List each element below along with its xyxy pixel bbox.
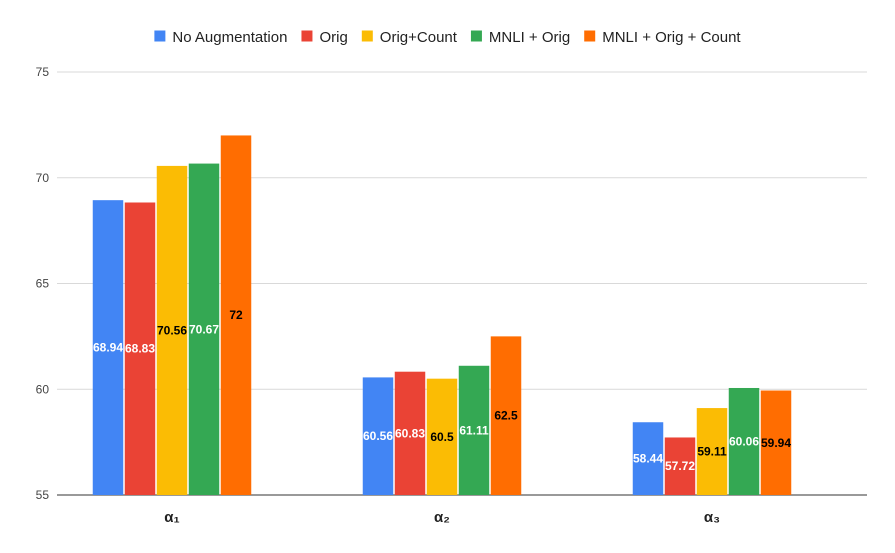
legend: No Augmentation Orig Orig+Count MNLI + Orig… — [154, 29, 741, 46]
y-tick-label: 60 — [36, 382, 50, 396]
bar-value-label: 70.56 — [157, 323, 187, 337]
legend-swatch — [301, 30, 313, 42]
y-tick-label: 65 — [36, 277, 50, 291]
bar — [664, 437, 696, 495]
bar-value-label: 60.56 — [363, 429, 393, 443]
bar-value-label: 61.11 — [459, 423, 489, 437]
y-tick-label: 75 — [36, 65, 50, 79]
legend-item: No Augmentation — [154, 29, 287, 46]
x-axis-categories: α₁ α₂ α₃ — [164, 509, 720, 526]
x-category-label: α₁ — [164, 509, 179, 526]
bar — [220, 135, 252, 495]
bar-value-label: 68.94 — [93, 341, 123, 355]
legend-swatch — [584, 30, 596, 42]
legend-item: MNLI + Orig + Count — [584, 29, 741, 46]
bar — [394, 371, 426, 495]
bar-value-label: 59.11 — [697, 445, 727, 459]
bar — [188, 163, 220, 495]
bar — [458, 365, 490, 495]
y-axis-ticks: 55 60 65 70 75 — [36, 65, 50, 502]
bar — [728, 387, 760, 495]
bar-value-label: 60.06 — [729, 434, 759, 448]
x-category-label: α₃ — [704, 509, 720, 526]
bar-value-label: 60.83 — [395, 426, 425, 440]
legend-swatch — [470, 30, 482, 42]
bar — [124, 202, 156, 496]
x-category-label: α₂ — [434, 509, 450, 526]
bar — [632, 422, 664, 495]
y-tick-label: 70 — [36, 171, 50, 185]
bar-value-label: 68.83 — [125, 342, 155, 356]
bar-value-label: 58.44 — [633, 452, 663, 466]
bar-value-label: 60.5 — [430, 430, 454, 444]
legend-item: Orig+Count — [361, 29, 458, 46]
bar — [156, 165, 188, 495]
bar — [760, 390, 792, 495]
legend-label: MNLI + Orig — [489, 29, 570, 46]
legend-label: Orig+Count — [380, 29, 458, 46]
legend-label: No Augmentation — [172, 29, 287, 46]
bar — [426, 378, 458, 495]
y-tick-label: 55 — [36, 488, 50, 502]
legend-label: MNLI + Orig + Count — [602, 29, 741, 46]
legend-item: Orig — [301, 29, 348, 46]
bars — [92, 135, 792, 496]
legend-swatch — [361, 30, 373, 42]
legend-swatch — [154, 30, 166, 42]
bar — [92, 200, 124, 495]
bar-value-label: 57.72 — [665, 459, 695, 473]
bar-value-label: 62.5 — [494, 409, 518, 423]
bar — [490, 336, 522, 495]
legend-label: Orig — [319, 29, 347, 46]
bar — [696, 408, 728, 495]
bar-value-label: 72 — [229, 308, 243, 322]
bar — [362, 377, 394, 495]
legend-item: MNLI + Orig — [470, 29, 570, 46]
bar-value-label: 70.67 — [189, 322, 219, 336]
bar-value-label: 59.94 — [761, 436, 791, 450]
